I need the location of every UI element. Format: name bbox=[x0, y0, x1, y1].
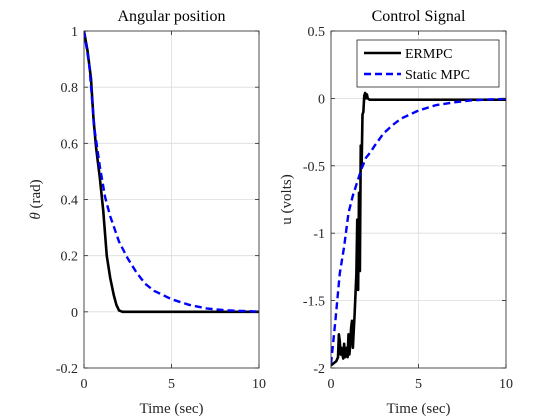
x-tick-label: 0 bbox=[81, 377, 88, 392]
legend: ERMPC Static MPC bbox=[356, 39, 500, 88]
y-tick-label: 0.5 bbox=[308, 25, 326, 40]
y-tick-label: 1 bbox=[71, 25, 78, 40]
legend-box bbox=[356, 39, 500, 88]
y-tick-label: 0.8 bbox=[61, 81, 79, 96]
y-tick-label: 0 bbox=[71, 306, 78, 321]
y-tick-label: 0 bbox=[318, 92, 325, 107]
y-tick-label: 0.2 bbox=[61, 250, 79, 265]
x-tick-label: 10 bbox=[499, 377, 513, 392]
chart-title: Control Signal bbox=[372, 8, 466, 25]
x-axis-label: Time (sec) bbox=[139, 401, 203, 417]
x-tick-label: 10 bbox=[252, 377, 266, 392]
y-tick-label: 0.4 bbox=[61, 194, 79, 209]
x-tick-label: 0 bbox=[328, 377, 335, 392]
x-tick-label: 5 bbox=[415, 377, 422, 392]
y-tick-label: -2 bbox=[313, 362, 325, 377]
y-tick-label: -0.2 bbox=[56, 362, 78, 377]
chart-title: Angular position bbox=[118, 8, 226, 25]
control-signal-plot: 0 5 10 -2 -1.5 -1 -0.5 0 0.5 Control Signal Time (… bbox=[279, 8, 513, 417]
y-axis-label: u (volts) bbox=[279, 174, 295, 224]
y-axis-symbol: θ bbox=[28, 212, 44, 220]
dashed-series-line bbox=[84, 31, 259, 313]
static-mpc-series-line bbox=[331, 97, 506, 365]
x-tick-label: 5 bbox=[168, 377, 175, 392]
y-tick-label: -1.5 bbox=[303, 295, 325, 310]
y-axis-unit: (rad) bbox=[28, 179, 44, 212]
y-axis-label: θ (rad) bbox=[28, 179, 44, 219]
solid-series-line bbox=[84, 31, 259, 314]
x-axis-label: Time (sec) bbox=[386, 401, 450, 417]
y-tick-label: -1 bbox=[313, 227, 325, 242]
legend-label-static-mpc: Static MPC bbox=[405, 68, 470, 83]
ermpc-series-line bbox=[331, 91, 506, 367]
y-tick-label: -0.5 bbox=[303, 160, 325, 175]
y-tick-label: 0.6 bbox=[61, 137, 79, 152]
legend-label-ermpc: ERMPC bbox=[405, 47, 452, 62]
